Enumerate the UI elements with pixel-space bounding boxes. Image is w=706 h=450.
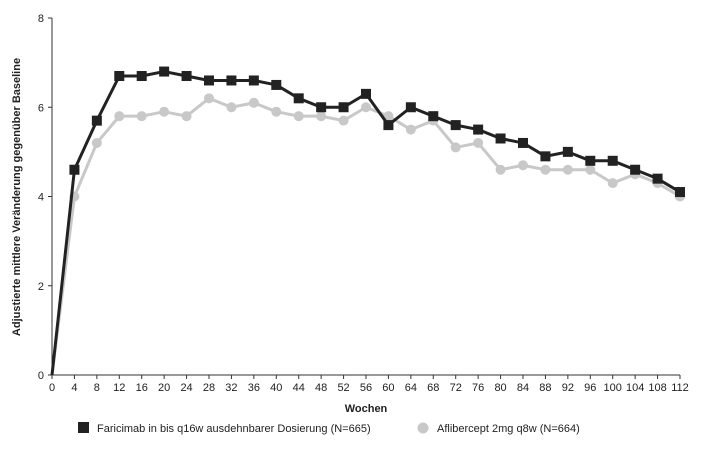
data-point-square [495, 133, 506, 144]
data-point-square [69, 164, 80, 175]
x-tick-label: 48 [315, 382, 327, 394]
data-point-circle [316, 111, 327, 122]
x-axis-title: Wochen [345, 403, 388, 415]
y-tick-label: 4 [38, 192, 44, 204]
data-point-square [562, 146, 573, 157]
x-tick-label: 72 [450, 382, 462, 394]
data-point-square [248, 75, 259, 86]
legend-marker-circle [417, 422, 429, 434]
data-point-square [585, 155, 596, 166]
x-tick-label: 24 [180, 382, 192, 394]
data-point-square [450, 120, 461, 131]
data-point-square [428, 111, 439, 122]
x-tick-label: 60 [382, 382, 394, 394]
data-point-square [405, 102, 416, 113]
series-layer [50, 66, 685, 376]
y-axis-title: Adjustierte mittlere Veränderung gegenüb… [11, 58, 23, 336]
x-tick-label: 56 [360, 382, 372, 394]
x-tick-label: 40 [270, 382, 282, 394]
data-point-square [518, 137, 528, 148]
x-tick-label: 96 [584, 382, 596, 394]
data-point-circle [495, 164, 506, 175]
data-point-square [271, 79, 282, 90]
y-tick-label: 8 [38, 13, 44, 25]
data-point-square [361, 88, 371, 99]
data-point-circle [405, 124, 416, 135]
data-point-circle [518, 160, 528, 171]
data-point-square [181, 71, 192, 82]
data-point-square [114, 71, 125, 82]
data-point-circle [450, 142, 461, 153]
x-tick-label: 84 [517, 382, 529, 394]
data-point-square [316, 102, 327, 113]
data-point-circle [585, 164, 596, 175]
series-line [50, 96, 681, 376]
data-point-circle [136, 111, 147, 122]
x-tick-label: 112 [671, 382, 689, 394]
data-point-circle [562, 164, 573, 175]
x-tick-label: 0 [49, 382, 55, 394]
data-point-square [675, 187, 685, 198]
y-tick-label: 2 [38, 281, 44, 293]
y-tick-label: 0 [38, 370, 44, 382]
legend-marker-square [78, 422, 89, 433]
data-point-circle [204, 93, 214, 104]
x-tick-label: 76 [472, 382, 484, 394]
data-point-circle [271, 106, 282, 117]
data-point-square [540, 151, 551, 162]
series-aflibercept [50, 93, 685, 376]
x-tick-label: 16 [136, 382, 148, 394]
data-point-square [630, 164, 641, 175]
x-tick-label: 36 [248, 382, 260, 394]
legend-label: Faricimab in bis q16w ausdehnbarer Dosie… [97, 423, 371, 435]
x-tick-label: 52 [337, 382, 349, 394]
x-tick-label: 88 [539, 382, 551, 394]
data-point-square [204, 75, 214, 86]
data-point-circle [293, 111, 304, 122]
x-tick-label: 100 [604, 382, 622, 394]
x-tick-label: 104 [626, 382, 644, 394]
x-tick-label: 4 [71, 382, 77, 394]
series-faricimab [50, 66, 685, 376]
data-point-circle [473, 137, 484, 148]
data-point-circle [383, 111, 394, 122]
data-point-square [473, 124, 484, 135]
data-point-circle [361, 102, 371, 113]
data-point-square [159, 66, 170, 77]
data-point-circle [91, 137, 102, 148]
x-tick-label: 108 [648, 382, 666, 394]
data-point-circle [338, 115, 349, 126]
x-tick-label: 64 [405, 382, 417, 394]
x-tick-label: 80 [494, 382, 506, 394]
x-tick-label: 20 [158, 382, 170, 394]
x-tick-label: 68 [427, 382, 439, 394]
data-point-square [226, 75, 237, 86]
data-point-circle [226, 102, 237, 113]
x-tick-label: 28 [203, 382, 215, 394]
data-point-circle [607, 178, 618, 189]
x-tick-label: 8 [94, 382, 100, 394]
x-tick-label: 32 [225, 382, 237, 394]
data-point-square [91, 115, 102, 126]
data-point-circle [540, 164, 551, 175]
legend: Faricimab in bis q16w ausdehnbarer Dosie… [78, 422, 580, 435]
data-point-square [383, 120, 394, 131]
data-point-square [607, 155, 618, 166]
data-point-square [652, 173, 663, 184]
x-tick-label: 92 [562, 382, 574, 394]
data-point-circle [159, 106, 170, 117]
legend-label: Aflibercept 2mg q8w (N=664) [437, 423, 580, 435]
y-tick-label: 6 [38, 102, 44, 114]
x-tick-label: 44 [293, 382, 305, 394]
data-point-circle [114, 111, 125, 122]
data-point-square [338, 102, 349, 113]
data-point-circle [181, 111, 192, 122]
data-point-square [293, 93, 304, 104]
data-point-circle [248, 97, 259, 108]
data-point-square [136, 71, 147, 82]
x-tick-label: 12 [113, 382, 125, 394]
